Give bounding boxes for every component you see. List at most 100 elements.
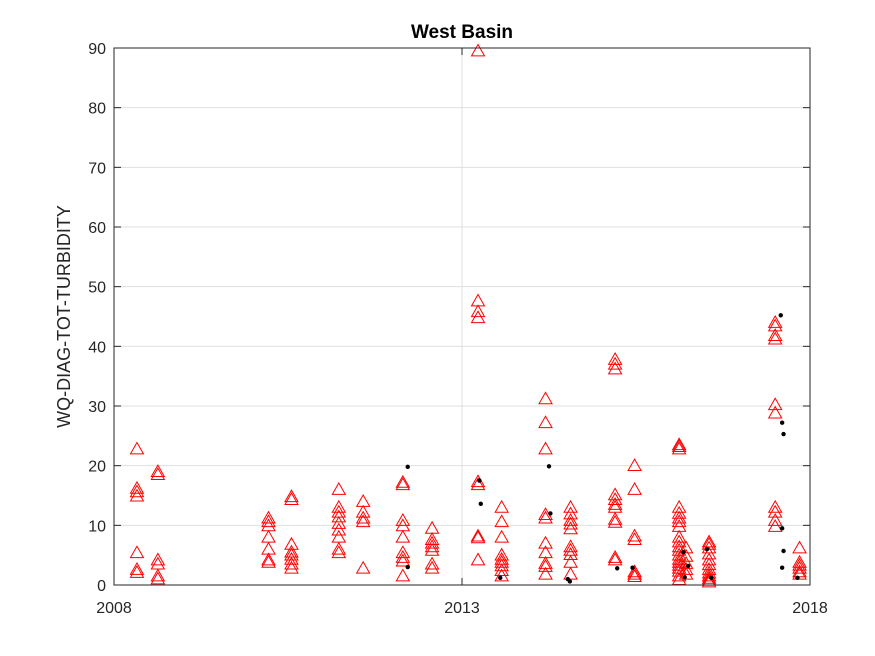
data-point-triangle [678, 566, 694, 580]
y-tick-label: 80 [88, 101, 106, 118]
data-point-triangle [767, 499, 783, 513]
data-point-triangle [701, 574, 717, 588]
data-point-triangle [424, 535, 440, 549]
data-point-dot [682, 575, 687, 580]
data-point-triangle [538, 566, 553, 580]
data-point-dot [405, 464, 410, 470]
y-tick-label: 50 [88, 280, 106, 297]
data-point-triangle [607, 550, 623, 563]
y-tick-label: 10 [88, 518, 106, 535]
y-tick-label: 90 [88, 41, 106, 58]
data-point-dot [781, 548, 786, 554]
data-point-triangle [395, 513, 411, 526]
y-tick-label: 30 [88, 399, 106, 416]
data-point-triangle [150, 552, 166, 566]
data-point-triangle [424, 556, 440, 570]
data-point-triangle [494, 558, 510, 572]
data-point-triangle [395, 529, 411, 543]
data-point-triangle [355, 510, 371, 524]
data-point-triangle [261, 514, 276, 528]
data-point-triangle [671, 534, 687, 548]
data-point-triangle [607, 514, 623, 528]
data-point-triangle [150, 467, 166, 480]
data-point-dot [779, 420, 785, 425]
data-point-triangle [284, 556, 299, 570]
data-point-triangle [627, 569, 642, 583]
y-tick-label: 70 [88, 160, 106, 177]
chart-title: West Basin [411, 22, 513, 43]
data-point-triangle [607, 356, 623, 370]
data-point-triangle [470, 552, 486, 566]
data-point-triangle [494, 499, 510, 513]
axis-ticks: 0 10 20 30 40 50 60 70 80 90 2008 2013 2018 [88, 41, 828, 617]
data-point-triangle [767, 397, 783, 411]
data-point-triangle [678, 540, 694, 554]
data-point-triangle [129, 564, 145, 578]
data-point-dot [779, 565, 785, 570]
data-point-triangle [395, 474, 411, 488]
data-point-triangle [331, 522, 347, 536]
data-point-triangle [538, 415, 553, 429]
data-point-triangle [538, 391, 553, 405]
data-point-triangle [792, 557, 807, 571]
data-point-triangle [767, 504, 783, 518]
data-point-dot [708, 575, 714, 581]
data-point-triangle [331, 509, 347, 523]
data-point-triangle [767, 513, 783, 526]
data-point-triangle [331, 516, 347, 529]
data-point-triangle [261, 510, 276, 524]
data-point-triangle [767, 328, 783, 341]
data-point-triangle [395, 550, 411, 563]
data-point-triangle [395, 545, 411, 559]
data-point-triangle [671, 547, 687, 561]
data-point-triangle [607, 492, 623, 506]
data-point-triangle [150, 568, 166, 582]
data-point-dot [478, 501, 483, 507]
data-point-dot [548, 511, 553, 516]
data-point-dot [778, 313, 783, 318]
data-point-triangle [563, 539, 578, 553]
data-point-dot [615, 566, 620, 571]
y-tick-label: 20 [88, 459, 106, 476]
data-point-triangle [470, 43, 486, 57]
data-point-triangle [767, 318, 783, 332]
data-point-triangle [671, 510, 687, 524]
data-point-triangle [355, 514, 371, 528]
data-point-triangle [129, 488, 145, 502]
data-point-triangle [129, 480, 145, 494]
data-point-triangle [470, 477, 486, 491]
data-point-dot [546, 464, 552, 469]
data-point-dot [795, 575, 800, 581]
data-point-triangle [129, 484, 145, 498]
x-tick-label: 2013 [444, 600, 480, 617]
data-point-triangle [424, 539, 440, 553]
data-point-dot [630, 565, 635, 570]
data-point-triangle [331, 545, 347, 559]
data-point-triangle [284, 560, 299, 574]
data-point-triangle [671, 514, 687, 528]
x-tick-label: 2018 [792, 600, 828, 617]
data-point-triangle [607, 496, 623, 510]
data-point-triangle [424, 542, 440, 556]
data-point-triangle [563, 516, 578, 530]
data-point-triangle [671, 505, 687, 519]
data-point-triangle [355, 560, 371, 574]
data-point-triangle [671, 439, 687, 452]
data-point-triangle [792, 564, 807, 578]
data-point-triangle [261, 552, 276, 566]
data-point-triangle [261, 554, 276, 568]
data-point-triangle [627, 458, 642, 472]
data-point-dot [704, 547, 710, 552]
data-point-triangle [627, 532, 642, 546]
data-point-dot [686, 563, 691, 569]
data-point-triangle [284, 492, 299, 506]
data-point-triangle [494, 568, 510, 582]
data-point-triangle [792, 540, 807, 554]
data-point-triangle [331, 541, 347, 555]
data-point-triangle [627, 528, 642, 542]
data-point-triangle [563, 506, 578, 520]
data-point-triangle [767, 331, 783, 345]
data-point-triangle [538, 441, 553, 455]
data-point-triangle [494, 554, 510, 568]
